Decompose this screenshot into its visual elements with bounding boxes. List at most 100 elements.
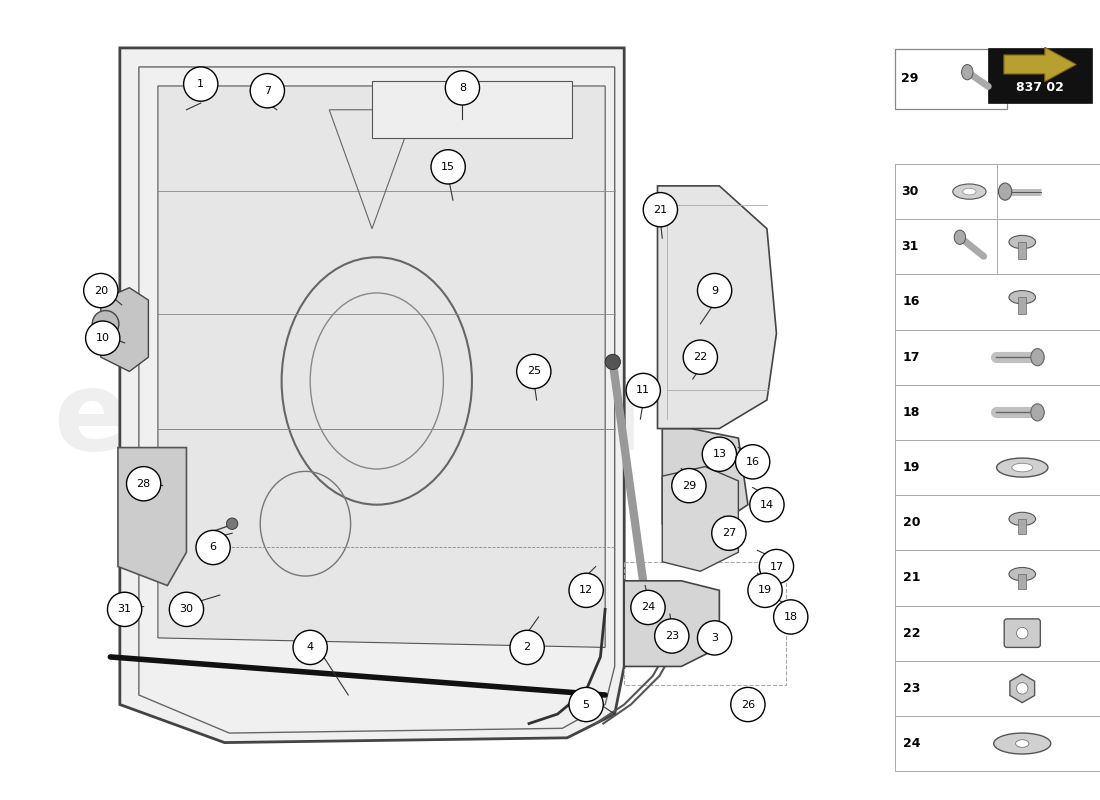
Text: 14: 14 xyxy=(903,185,921,198)
Polygon shape xyxy=(624,581,719,666)
Text: 20: 20 xyxy=(94,286,108,295)
Circle shape xyxy=(697,274,732,308)
Bar xyxy=(988,48,1092,103)
Text: 16: 16 xyxy=(746,457,760,467)
Circle shape xyxy=(184,67,218,101)
Ellipse shape xyxy=(1009,567,1035,581)
Bar xyxy=(624,562,786,686)
Text: 6: 6 xyxy=(210,542,217,553)
Text: 21: 21 xyxy=(653,205,668,214)
Bar xyxy=(895,440,1100,495)
Ellipse shape xyxy=(1016,627,1028,639)
Circle shape xyxy=(569,687,603,722)
Text: 16: 16 xyxy=(903,295,921,309)
Text: 9: 9 xyxy=(711,286,718,295)
Text: 27: 27 xyxy=(722,528,736,538)
Circle shape xyxy=(748,573,782,607)
Circle shape xyxy=(736,445,770,479)
Text: 19: 19 xyxy=(903,461,921,474)
Text: 5: 5 xyxy=(583,699,590,710)
Bar xyxy=(1019,519,1026,534)
Text: 18: 18 xyxy=(903,406,921,419)
Polygon shape xyxy=(101,288,148,371)
Bar xyxy=(895,219,1100,274)
Circle shape xyxy=(702,437,737,471)
Text: 10: 10 xyxy=(96,333,110,343)
Circle shape xyxy=(169,592,204,626)
Polygon shape xyxy=(120,48,624,742)
Text: 31: 31 xyxy=(901,240,918,254)
Circle shape xyxy=(510,630,544,665)
Circle shape xyxy=(644,193,678,227)
Circle shape xyxy=(446,70,480,105)
Bar xyxy=(895,385,1100,440)
Text: 24: 24 xyxy=(641,602,656,613)
Ellipse shape xyxy=(1031,404,1044,421)
Ellipse shape xyxy=(1012,463,1033,472)
Circle shape xyxy=(250,74,285,108)
Circle shape xyxy=(569,573,603,607)
Ellipse shape xyxy=(954,230,966,245)
Circle shape xyxy=(108,592,142,626)
Text: 29: 29 xyxy=(682,481,696,490)
Circle shape xyxy=(227,518,238,530)
Text: 837 02: 837 02 xyxy=(1016,81,1064,94)
Ellipse shape xyxy=(1009,290,1035,304)
Text: a passion for parts since 1985: a passion for parts since 1985 xyxy=(160,276,537,353)
Ellipse shape xyxy=(953,184,986,199)
Ellipse shape xyxy=(1015,740,1028,747)
Text: 26: 26 xyxy=(740,699,755,710)
Ellipse shape xyxy=(1009,235,1035,249)
Ellipse shape xyxy=(962,188,976,195)
Bar xyxy=(895,330,1100,385)
Ellipse shape xyxy=(1016,682,1028,694)
Polygon shape xyxy=(118,447,187,586)
Circle shape xyxy=(683,340,717,374)
Polygon shape xyxy=(662,429,748,524)
Bar xyxy=(1019,242,1026,259)
Circle shape xyxy=(605,354,620,370)
Polygon shape xyxy=(1010,674,1035,702)
Text: 22: 22 xyxy=(903,626,921,640)
Text: 23: 23 xyxy=(664,631,679,641)
Text: 30: 30 xyxy=(179,604,194,614)
Circle shape xyxy=(750,487,784,522)
Circle shape xyxy=(641,604,652,615)
Text: 2: 2 xyxy=(524,642,530,653)
Bar xyxy=(895,274,1100,330)
Text: 17: 17 xyxy=(769,562,783,571)
Text: 17: 17 xyxy=(903,350,921,364)
Circle shape xyxy=(759,550,793,584)
Circle shape xyxy=(84,274,118,308)
Ellipse shape xyxy=(1031,349,1044,366)
Bar xyxy=(895,164,998,219)
Circle shape xyxy=(631,590,666,625)
Text: 1: 1 xyxy=(197,79,205,89)
Text: 8: 8 xyxy=(459,83,466,93)
Text: 21: 21 xyxy=(903,571,921,585)
Circle shape xyxy=(672,469,706,502)
Text: 28: 28 xyxy=(136,478,151,489)
Polygon shape xyxy=(1004,47,1076,82)
FancyBboxPatch shape xyxy=(1004,619,1041,647)
Circle shape xyxy=(92,310,119,337)
Text: 3: 3 xyxy=(711,633,718,643)
Circle shape xyxy=(626,374,660,408)
Text: 20: 20 xyxy=(903,516,921,530)
Text: eurobuch: eurobuch xyxy=(54,366,642,473)
Bar xyxy=(1019,574,1026,590)
Bar xyxy=(372,82,572,138)
Circle shape xyxy=(126,466,161,501)
Text: 22: 22 xyxy=(693,352,707,362)
Ellipse shape xyxy=(993,733,1050,754)
Circle shape xyxy=(517,354,551,389)
Circle shape xyxy=(86,321,120,355)
Text: 23: 23 xyxy=(903,682,921,695)
Bar xyxy=(895,550,1100,606)
Circle shape xyxy=(712,516,746,550)
Bar xyxy=(895,164,1100,219)
Text: 24: 24 xyxy=(903,737,921,750)
Ellipse shape xyxy=(1009,512,1035,526)
Circle shape xyxy=(293,630,328,665)
Text: 15: 15 xyxy=(441,162,455,172)
